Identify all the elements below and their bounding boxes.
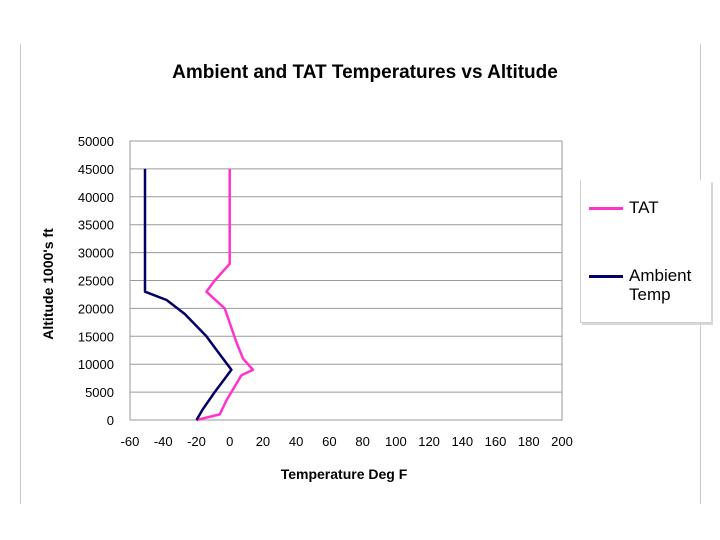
legend-swatch-ambient-temp xyxy=(589,275,623,278)
y-tick-label: 35000 xyxy=(78,218,114,233)
x-tick-label: 80 xyxy=(355,434,369,449)
x-tick-label: -20 xyxy=(187,434,206,449)
y-tick-label: 5000 xyxy=(85,385,114,400)
y-tick-label: 40000 xyxy=(78,190,114,205)
x-tick-label: 200 xyxy=(551,434,573,449)
x-tick-label: -60 xyxy=(121,434,140,449)
y-tick-label: 50000 xyxy=(78,134,114,149)
x-tick-label: 0 xyxy=(226,434,233,449)
y-tick-label: 30000 xyxy=(78,246,114,261)
grid-layer xyxy=(130,168,562,393)
y-axis-title: Altitude 1000's ft xyxy=(40,228,56,340)
x-tick-labels: -60 -40 -20 0 20 40 60 80 100 120 140 160 180 200 xyxy=(121,434,573,449)
series-line-ambient-temp xyxy=(143,168,233,421)
chart-title: Ambient and TAT Temperatures vs Altitude xyxy=(172,62,558,83)
legend-swatch-tat xyxy=(589,207,623,210)
legend-item-tat: TAT xyxy=(589,198,707,217)
x-tick-label: 160 xyxy=(485,434,507,449)
y-tick-label: 10000 xyxy=(78,357,114,372)
series-layer xyxy=(143,168,255,422)
y-tick-labels: 0 5000 10000 15000 20000 25000 30000 35000 40000… xyxy=(78,134,114,428)
x-tick-label: 40 xyxy=(289,434,303,449)
x-tick-label: 100 xyxy=(385,434,407,449)
x-tick-label: 20 xyxy=(256,434,270,449)
legend-label-ambient-temp: Ambient Temp xyxy=(629,266,692,304)
y-tick-label: 20000 xyxy=(78,301,114,316)
legend-item-ambient-temp: Ambient Temp xyxy=(589,266,707,304)
x-tick-label: 180 xyxy=(518,434,540,449)
legend: TAT Ambient Temp xyxy=(580,180,711,323)
y-tick-label: 25000 xyxy=(78,274,114,289)
y-tick-label: 0 xyxy=(107,413,114,428)
legend-label-tat: TAT xyxy=(629,198,659,217)
x-tick-label: 140 xyxy=(451,434,473,449)
x-tick-label: 60 xyxy=(322,434,336,449)
x-tick-label: -40 xyxy=(154,434,173,449)
x-tick-label: 120 xyxy=(418,434,440,449)
frame-left-line xyxy=(20,44,21,504)
y-tick-label: 45000 xyxy=(78,162,114,177)
x-axis-title: Temperature Deg F xyxy=(281,466,408,482)
y-tick-label: 15000 xyxy=(78,329,114,344)
series-line-tat xyxy=(196,168,255,422)
